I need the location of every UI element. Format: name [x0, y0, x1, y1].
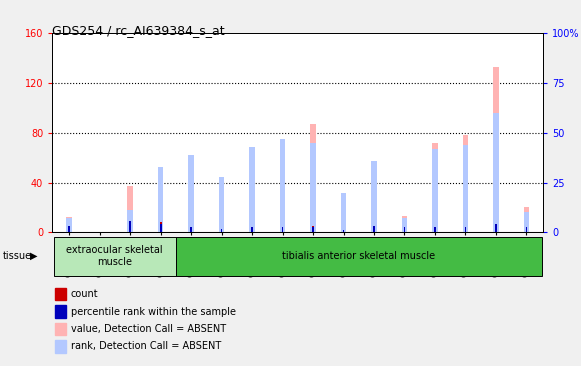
Bar — [401, 216, 407, 232]
Bar — [371, 161, 376, 232]
Bar — [523, 208, 529, 232]
Bar — [219, 176, 224, 232]
Bar — [432, 143, 437, 232]
Bar — [462, 135, 468, 232]
Bar — [280, 145, 285, 232]
Bar — [493, 113, 498, 232]
Bar — [66, 217, 72, 232]
Bar — [251, 227, 253, 232]
Bar — [343, 230, 345, 232]
Bar — [341, 193, 346, 232]
Bar — [432, 149, 437, 232]
Bar — [52, 232, 543, 357]
Bar — [523, 212, 529, 232]
Bar — [188, 161, 194, 232]
Bar — [525, 227, 528, 232]
Bar — [343, 230, 345, 232]
Bar — [312, 227, 314, 232]
Text: GDS254 / rc_AI639384_s_at: GDS254 / rc_AI639384_s_at — [52, 24, 225, 37]
Bar — [127, 186, 133, 232]
Text: value, Detection Call = ABSENT: value, Detection Call = ABSENT — [71, 324, 226, 334]
Bar — [282, 227, 284, 232]
Bar — [251, 229, 253, 232]
Text: percentile rank within the sample: percentile rank within the sample — [71, 307, 236, 317]
FancyBboxPatch shape — [54, 237, 176, 276]
Text: rank, Detection Call = ABSENT: rank, Detection Call = ABSENT — [71, 341, 221, 351]
Bar — [404, 227, 406, 232]
Bar — [465, 227, 467, 232]
Bar — [404, 230, 406, 232]
Bar — [188, 154, 194, 232]
Bar — [312, 226, 314, 232]
Bar — [55, 305, 66, 318]
Bar — [190, 227, 192, 232]
Bar — [160, 223, 162, 232]
Bar — [525, 230, 528, 232]
Bar — [249, 152, 254, 232]
Bar — [219, 186, 224, 232]
Bar — [249, 147, 254, 232]
Bar — [373, 226, 375, 232]
Bar — [495, 230, 497, 232]
Bar — [129, 221, 131, 232]
Bar — [158, 167, 163, 232]
Bar — [434, 230, 436, 232]
Bar — [190, 230, 192, 232]
Text: tibialis anterior skeletal muscle: tibialis anterior skeletal muscle — [282, 251, 435, 261]
Text: ▶: ▶ — [30, 251, 38, 261]
Bar — [160, 224, 162, 232]
Bar — [127, 210, 133, 232]
Bar — [68, 227, 70, 232]
Bar — [373, 226, 375, 232]
Text: tissue: tissue — [3, 251, 32, 261]
Bar — [55, 288, 66, 300]
Bar — [434, 227, 436, 232]
Text: extraocular skeletal
muscle: extraocular skeletal muscle — [66, 245, 163, 267]
Bar — [401, 219, 407, 232]
Bar — [129, 224, 131, 232]
Bar — [495, 224, 497, 232]
Bar — [462, 145, 468, 232]
Bar — [221, 229, 223, 232]
Bar — [310, 124, 315, 232]
Bar — [66, 219, 72, 232]
Bar — [55, 340, 66, 352]
Bar — [341, 195, 346, 232]
Text: count: count — [71, 289, 99, 299]
Bar — [280, 139, 285, 232]
Bar — [158, 178, 163, 232]
Bar — [55, 323, 66, 335]
Bar — [465, 230, 467, 232]
Bar — [371, 176, 376, 232]
Bar — [68, 226, 70, 232]
Bar — [221, 230, 223, 232]
FancyBboxPatch shape — [176, 237, 541, 276]
Bar — [310, 143, 315, 232]
Bar — [282, 230, 284, 232]
Bar — [493, 67, 498, 232]
